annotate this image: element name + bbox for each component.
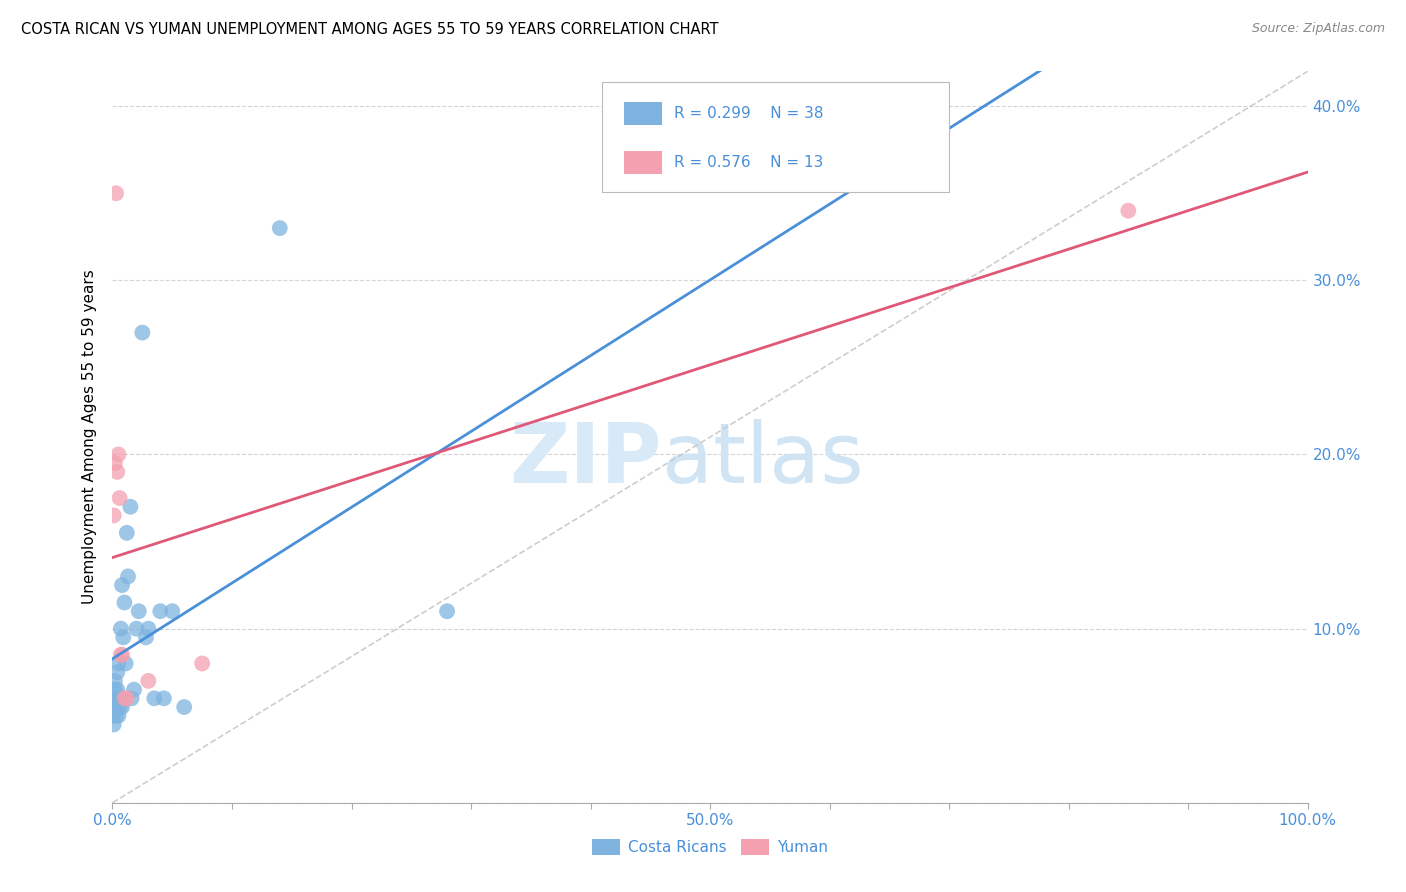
Point — [121, 691, 143, 706]
Point — [269, 221, 291, 235]
Point — [105, 665, 128, 680]
Point — [135, 631, 157, 645]
Point — [103, 508, 125, 523]
Point — [110, 691, 132, 706]
Point — [114, 691, 135, 706]
Point — [104, 682, 127, 697]
Point — [111, 700, 134, 714]
Point — [104, 691, 127, 706]
Point — [120, 500, 142, 514]
Point — [117, 569, 139, 583]
Point — [114, 595, 135, 609]
FancyBboxPatch shape — [624, 102, 662, 126]
Text: ZIP: ZIP — [510, 418, 662, 500]
Y-axis label: Unemployment Among Ages 55 to 59 years: Unemployment Among Ages 55 to 59 years — [82, 269, 97, 605]
Point — [436, 604, 458, 618]
Point — [162, 604, 183, 618]
Point — [191, 657, 214, 671]
Point — [153, 691, 176, 706]
Point — [111, 578, 134, 592]
Text: Source: ZipAtlas.com: Source: ZipAtlas.com — [1251, 22, 1385, 36]
Point — [108, 700, 131, 714]
Point — [131, 326, 153, 340]
Point — [104, 456, 127, 470]
Point — [104, 673, 127, 688]
Point — [115, 525, 138, 540]
Point — [1118, 203, 1140, 218]
Legend: Costa Ricans, Yuman: Costa Ricans, Yuman — [586, 833, 834, 861]
Point — [110, 622, 132, 636]
Point — [108, 491, 131, 505]
FancyBboxPatch shape — [603, 82, 949, 192]
Point — [138, 673, 160, 688]
Point — [125, 622, 148, 636]
Point — [105, 682, 128, 697]
FancyBboxPatch shape — [624, 151, 662, 175]
Point — [107, 708, 129, 723]
Point — [114, 657, 136, 671]
Point — [110, 648, 132, 662]
Point — [115, 691, 138, 706]
Point — [105, 700, 128, 714]
Point — [105, 186, 128, 201]
Point — [122, 682, 145, 697]
Point — [103, 717, 125, 731]
Text: COSTA RICAN VS YUMAN UNEMPLOYMENT AMONG AGES 55 TO 59 YEARS CORRELATION CHART: COSTA RICAN VS YUMAN UNEMPLOYMENT AMONG … — [21, 22, 718, 37]
Point — [105, 465, 128, 479]
Point — [107, 448, 129, 462]
Point — [105, 691, 128, 706]
Point — [138, 622, 160, 636]
Point — [149, 604, 172, 618]
Point — [105, 708, 128, 723]
Text: R = 0.299    N = 38: R = 0.299 N = 38 — [675, 106, 824, 121]
Point — [143, 691, 166, 706]
Point — [101, 708, 124, 723]
Point — [173, 700, 195, 714]
Point — [103, 700, 125, 714]
Point — [112, 631, 135, 645]
Point — [107, 657, 129, 671]
Point — [111, 648, 134, 662]
Point — [128, 604, 150, 618]
Text: atlas: atlas — [662, 418, 863, 500]
Text: R = 0.576    N = 13: R = 0.576 N = 13 — [675, 155, 824, 170]
